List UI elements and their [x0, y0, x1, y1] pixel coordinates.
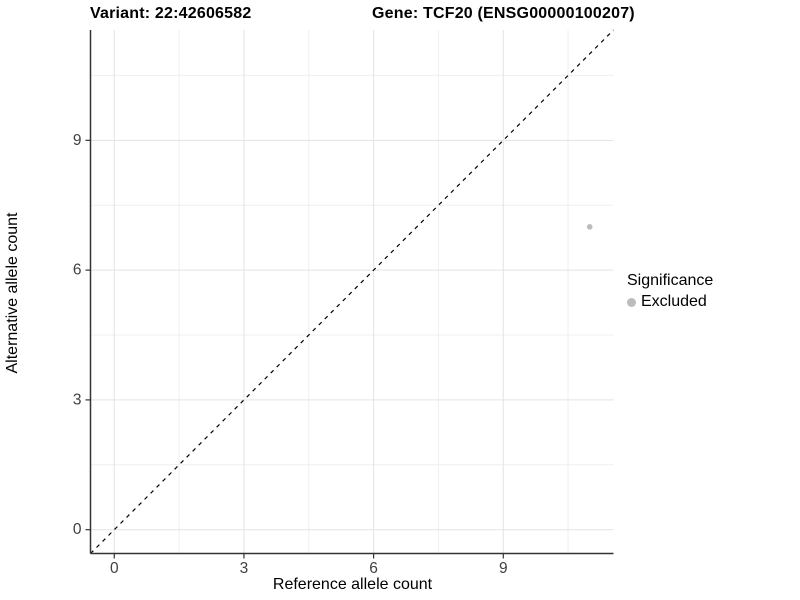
x-tick-label: 9	[499, 560, 508, 577]
y-axis-title: Alternative allele count	[4, 212, 21, 374]
data-point	[586, 224, 593, 230]
x-tick-label: 0	[110, 560, 119, 577]
y-tick-label: 3	[73, 391, 82, 408]
y-tick-label: 9	[73, 132, 82, 149]
legend: Significance Excluded	[627, 272, 713, 311]
x-tick-label: 3	[240, 560, 249, 577]
y-tick-label: 0	[73, 521, 82, 538]
excluded-point-icon	[627, 297, 636, 307]
variant-title: Variant: 22:42606582	[90, 5, 252, 22]
legend-item-excluded: Excluded	[627, 293, 713, 311]
x-tick-label: 6	[369, 560, 378, 577]
identity-dashed-line	[90, 29, 614, 554]
legend-item-label: Excluded	[641, 293, 707, 310]
legend-title: Significance	[627, 272, 714, 289]
x-axis-title: Reference allele count	[272, 576, 433, 593]
gene-title: Gene: TCF20 (ENSG00000100207)	[372, 5, 635, 22]
y-tick-label: 6	[73, 262, 82, 279]
